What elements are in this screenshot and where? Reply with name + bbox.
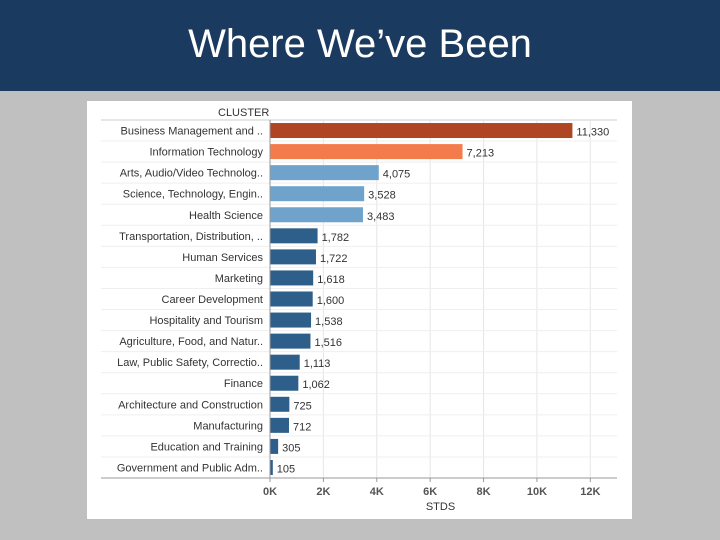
value-label: 1,600 — [317, 295, 345, 307]
bar — [270, 249, 316, 265]
value-label: 4,075 — [383, 169, 411, 181]
title-bar — [0, 0, 720, 91]
bar — [270, 417, 290, 433]
value-label: 1,782 — [322, 232, 350, 244]
category-label: Business Management and .. — [121, 126, 263, 138]
bar — [270, 207, 363, 223]
value-label: 11,330 — [576, 127, 609, 139]
slide-title: Where We’ve Been — [188, 22, 532, 66]
category-label: Marketing — [215, 273, 263, 285]
category-label: Manufacturing — [193, 420, 263, 432]
category-label: Arts, Audio/Video Technolog.. — [120, 168, 263, 180]
value-label: 1,516 — [314, 337, 342, 349]
value-label: 105 — [277, 463, 295, 475]
x-tick-label: 0K — [263, 486, 277, 498]
value-label: 7,213 — [467, 148, 495, 160]
category-label: Architecture and Construction — [118, 399, 263, 411]
chart-panel: CLUSTER Business Management and .. 11,330 I… — [87, 101, 632, 519]
bar — [270, 270, 314, 286]
value-label: 712 — [293, 421, 311, 433]
value-label: 1,722 — [320, 253, 348, 265]
bar — [270, 354, 300, 370]
value-label: 1,538 — [315, 316, 343, 328]
column-header: CLUSTER — [218, 107, 269, 119]
bar — [270, 312, 312, 328]
category-label: Law, Public Safety, Correctio.. — [117, 357, 263, 369]
bar — [270, 165, 379, 181]
bar — [270, 228, 318, 244]
category-label: Transportation, Distribution, .. — [119, 231, 263, 243]
value-label: 1,113 — [304, 358, 331, 370]
category-label: Agriculture, Food, and Natur.. — [119, 336, 263, 348]
bar — [270, 291, 313, 307]
value-label: 725 — [293, 400, 311, 412]
bar — [270, 123, 573, 139]
x-tick-label: 4K — [370, 486, 384, 498]
category-label: Human Services — [182, 252, 263, 264]
x-tick-label: 8K — [477, 486, 491, 498]
value-label: 3,483 — [367, 211, 395, 223]
bar — [270, 333, 311, 349]
value-label: 3,528 — [368, 190, 396, 202]
category-label: Information Technology — [149, 147, 263, 159]
bar — [270, 459, 273, 475]
value-label: 1,618 — [317, 274, 345, 286]
category-label: Science, Technology, Engin.. — [123, 189, 263, 201]
x-axis-title: STDS — [426, 501, 455, 513]
category-label: Government and Public Adm.. — [117, 462, 263, 474]
category-label: Hospitality and Tourism — [149, 315, 263, 327]
bar — [270, 375, 299, 391]
x-tick-label: 12K — [580, 486, 600, 498]
bar — [270, 396, 290, 412]
x-tick-label: 6K — [423, 486, 437, 498]
category-label: Education and Training — [150, 441, 263, 453]
category-label: Finance — [224, 378, 263, 390]
category-label: Career Development — [162, 294, 264, 306]
x-tick-label: 10K — [527, 486, 547, 498]
bar — [270, 144, 463, 160]
value-label: 305 — [282, 442, 300, 454]
x-tick-label: 2K — [316, 486, 330, 498]
category-label: Health Science — [189, 210, 263, 222]
bar — [270, 186, 365, 202]
bar-chart: CLUSTER Business Management and .. 11,330 I… — [101, 107, 617, 513]
bar — [270, 438, 279, 454]
value-label: 1,062 — [302, 379, 330, 391]
